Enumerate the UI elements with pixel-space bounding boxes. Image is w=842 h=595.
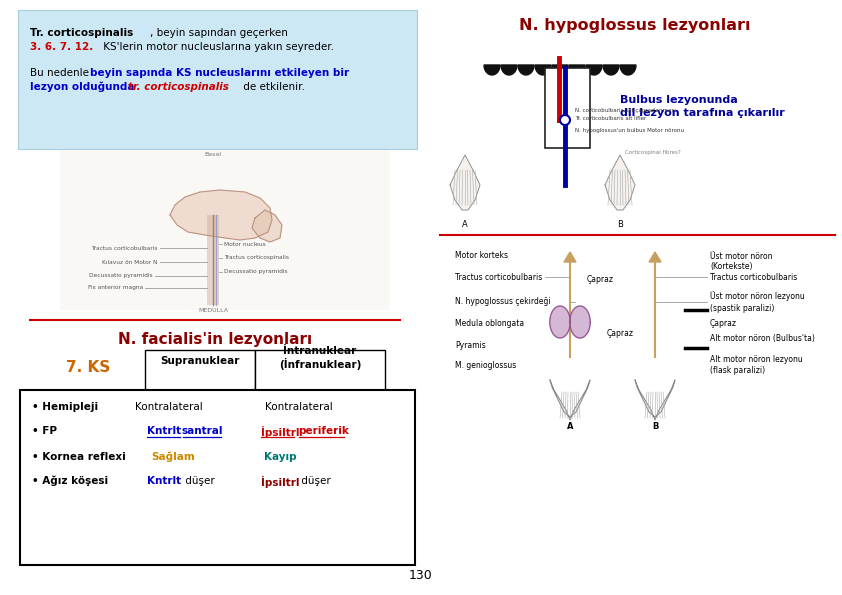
Text: A: A [567,422,573,431]
Bar [145,350,255,390]
Text: İntranuklear
(İnfranuklear): İntranuklear (İnfranuklear) [279,346,361,370]
Text: Motor korteks: Motor korteks [455,250,508,259]
Bar [545,68,590,148]
Text: Corticospinal fibres?: Corticospinal fibres? [625,150,680,155]
Polygon shape [484,65,500,75]
Circle shape [560,115,570,125]
Text: İpsiltrl: İpsiltrl [261,426,300,438]
Polygon shape [569,65,585,75]
Text: N. hypoglossus'un bulbus Motor nöronu: N. hypoglossus'un bulbus Motor nöronu [575,128,684,133]
Text: Üst motor nöron lezyonu
(spastik paralizi): Üst motor nöron lezyonu (spastik paraliz… [710,291,805,313]
Text: İpsiltrl: İpsiltrl [261,476,300,488]
Text: Kontralateral: Kontralateral [265,402,333,412]
Text: Kontralateral: Kontralateral [135,402,203,412]
Bar [207,215,219,305]
Text: tr. corticospinalis: tr. corticospinalis [128,82,229,92]
Text: Motor nucleus: Motor nucleus [224,242,266,246]
Text: Basal: Basal [205,152,221,157]
Polygon shape [605,155,635,210]
Polygon shape [552,65,568,75]
Text: N. facialis'in lezyonları: N. facialis'in lezyonları [118,332,312,347]
Text: M. genioglossus: M. genioglossus [455,361,516,369]
Text: Çapraz: Çapraz [587,275,614,284]
Polygon shape [550,306,570,338]
Text: Decussatio pyramidis: Decussatio pyramidis [89,274,153,278]
Polygon shape [603,65,619,75]
Text: Kılavuz ön Motor N: Kılavuz ön Motor N [103,259,158,265]
Polygon shape [620,65,636,75]
Text: , beyin sapından geçerken: , beyin sapından geçerken [150,28,288,38]
Polygon shape [550,380,590,420]
Text: Bulbus lezyonunda: Bulbus lezyonunda [620,95,738,105]
Polygon shape [518,65,534,75]
Text: 3. 6. 7. 12.: 3. 6. 7. 12. [30,42,93,52]
Text: (Kortekste): (Kortekste) [710,262,753,271]
Text: de etkilenir.: de etkilenir. [240,82,305,92]
Text: • Hemipleji: • Hemipleji [32,402,99,412]
Bar [60,150,390,310]
Text: 130: 130 [409,569,433,582]
Text: Pyramis: Pyramis [455,340,486,349]
Text: beyin sapında KS nucleuslarını etkileyen bir: beyin sapında KS nucleuslarını etkileyen… [90,68,349,78]
Text: Çapraz: Çapraz [606,330,633,339]
Text: 7. KS: 7. KS [66,360,110,375]
Polygon shape [501,65,517,75]
Polygon shape [535,65,551,75]
Polygon shape [586,65,602,75]
Text: B: B [617,220,623,229]
Text: santral: santral [182,426,223,436]
FancyBboxPatch shape [18,10,417,149]
Text: Kntrlt: Kntrlt [147,426,181,436]
Text: KS'lerin motor nucleuslarına yakın seyreder.: KS'lerin motor nucleuslarına yakın seyre… [100,42,334,52]
Text: düşer: düşer [182,476,215,486]
Polygon shape [170,190,272,240]
Text: Tractus corticobulbaris: Tractus corticobulbaris [92,246,158,250]
Text: Üst motor nöron: Üst motor nöron [710,252,772,261]
Polygon shape [564,252,576,262]
Text: Supranuklear: Supranuklear [160,356,240,366]
Text: B: B [652,422,658,431]
Text: Kntrlt: Kntrlt [147,476,181,486]
Text: N. hypoglossus lezyonları: N. hypoglossus lezyonları [520,18,751,33]
Text: Bu nedenle: Bu nedenle [30,68,93,78]
Text: Tractus corticobulbaris: Tractus corticobulbaris [710,273,797,281]
Text: Sağlam: Sağlam [151,452,195,462]
Text: • Kornea reflexi: • Kornea reflexi [32,452,125,462]
Polygon shape [252,210,282,242]
Text: Kayıp: Kayıp [264,452,296,462]
Text: Alt motor nöron (Bulbus'ta): Alt motor nöron (Bulbus'ta) [710,334,815,343]
Text: Medula oblongata: Medula oblongata [455,320,524,328]
Text: Tr. corticospinalis: Tr. corticospinalis [30,28,133,38]
Text: Tr. corticobulbaris alt lifler: Tr. corticobulbaris alt lifler [575,116,647,121]
Text: MEDULLA: MEDULLA [198,308,228,313]
Text: A: A [462,220,468,229]
Text: lezyon olduğunda: lezyon olduğunda [30,82,138,92]
Bar [255,350,385,390]
Text: dil lezyon tarafına çıkarılır: dil lezyon tarafına çıkarılır [620,108,785,118]
Polygon shape [635,380,675,420]
Text: Çapraz: Çapraz [710,320,737,328]
Text: Alt motor nöron lezyonu
(flask paralizi): Alt motor nöron lezyonu (flask paralizi) [710,355,802,375]
Text: Tractus corticospinalis: Tractus corticospinalis [224,255,289,261]
Text: Decussatio pyramidis: Decussatio pyramidis [224,270,288,274]
Text: • Ağız köşesi: • Ağız köşesi [32,476,108,487]
Polygon shape [450,155,480,210]
Polygon shape [570,306,590,338]
Text: N. hypoglossus çekirdeği: N. hypoglossus çekirdeği [455,298,551,306]
Text: Tractus corticobulbaris: Tractus corticobulbaris [455,273,542,281]
Text: N. corticobulbaris üst çaprazlanması: N. corticobulbaris üst çaprazlanması [575,108,676,113]
Text: • FP: • FP [32,426,57,436]
Polygon shape [649,252,661,262]
Text: periferik: periferik [298,426,349,436]
Text: Fis anterior magna: Fis anterior magna [88,286,143,290]
Bar [20,390,415,565]
Text: düşer: düşer [298,476,331,486]
